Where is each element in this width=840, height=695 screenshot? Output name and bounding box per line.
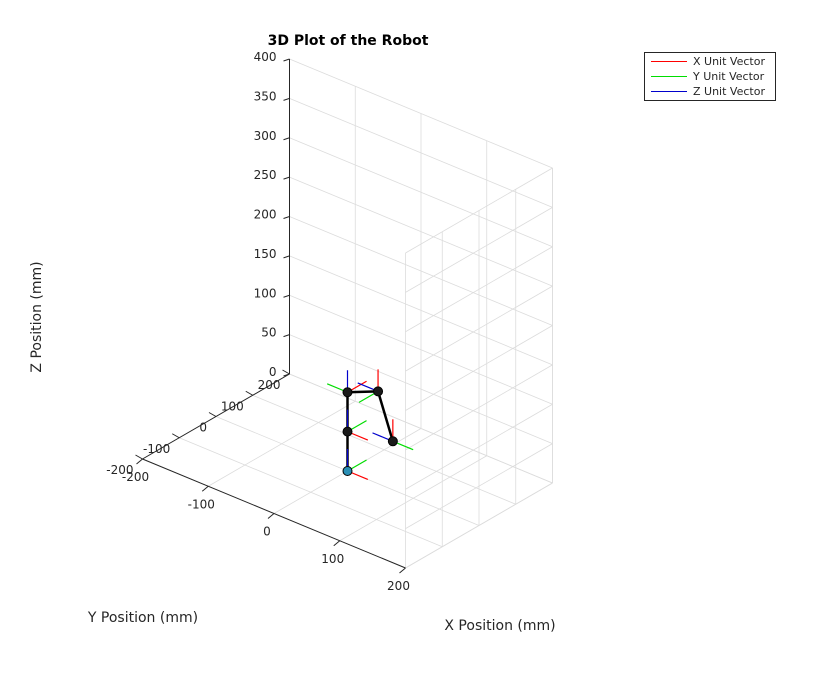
x-tick-mark — [399, 567, 406, 574]
legend-swatch-z — [651, 91, 687, 92]
z-tick-label: 400 — [254, 50, 277, 64]
grid-line-back-z — [289, 58, 553, 169]
y-tick-mark — [245, 390, 253, 396]
x-tick-mark — [136, 458, 143, 465]
robot-link — [347, 390, 379, 394]
robot-links — [346, 390, 395, 471]
x-tick-label: 0 — [263, 525, 271, 539]
grid-line-side-z — [405, 403, 553, 490]
y-tick-mark — [172, 433, 180, 439]
legend-label-x: X Unit Vector — [693, 55, 765, 68]
grid-lines — [142, 58, 553, 569]
grid-line-floor-y — [179, 437, 443, 548]
x-tick-label: -200 — [122, 470, 149, 484]
grid-line-back-z — [289, 216, 553, 326]
axes — [135, 58, 406, 574]
x-tick-label: 100 — [321, 552, 344, 566]
grid-line-side-z — [405, 443, 553, 529]
robot-joint — [342, 387, 353, 398]
y-tick-label: 200 — [258, 378, 281, 392]
x-tick-mark — [201, 485, 209, 492]
legend-label-y: Y Unit Vector — [693, 70, 765, 83]
y-tick-mark — [282, 369, 290, 375]
z-tick-mark — [283, 97, 290, 101]
grid-line-side-z — [405, 482, 553, 569]
z-tick-mark — [283, 58, 290, 62]
legend-label-z: Z Unit Vector — [693, 85, 765, 98]
y-axis-label: Y Position (mm) — [87, 610, 198, 626]
legend-swatch-y — [651, 76, 687, 77]
robot-base-joint — [342, 466, 353, 476]
y-tick-mark — [135, 454, 143, 460]
grid-line-back-z — [289, 255, 553, 366]
z-tick-mark — [283, 176, 290, 180]
grid-line-side-z — [405, 325, 553, 411]
legend-item-x: X Unit Vector — [645, 54, 775, 70]
z-tick-mark — [283, 294, 290, 298]
x-tick-mark — [267, 513, 275, 519]
z-tick-label: 100 — [254, 286, 277, 300]
grid-line-back-z — [289, 98, 553, 208]
z-tick-mark — [283, 216, 290, 219]
grid-line-side-z — [405, 246, 553, 333]
y-tick-label: 100 — [221, 399, 244, 413]
z-tick-mark — [283, 255, 290, 259]
y-tick-label: 0 — [199, 421, 207, 435]
grid-line-back-z — [289, 137, 553, 248]
legend-item-y: Y Unit Vector — [645, 69, 775, 85]
legend-item-z: Z Unit Vector — [645, 84, 775, 100]
chart-title: 3D Plot of the Robot — [268, 33, 429, 49]
grid-line-back-z — [289, 176, 553, 287]
grid-line-side-z — [405, 167, 553, 254]
legend-swatch-x — [651, 61, 687, 62]
z-tick-mark — [283, 373, 290, 377]
x-tick-label: 200 — [387, 579, 410, 593]
x-tick-mark — [333, 540, 341, 547]
robot-link — [376, 391, 395, 442]
grid-line-side-z — [405, 364, 553, 451]
grid-line-side-z — [405, 207, 553, 293]
z-axis-label: Z Position (mm) — [29, 261, 45, 372]
grid-line-floor-y — [252, 394, 516, 505]
robot-joint — [387, 436, 398, 447]
y-tick-label: -200 — [106, 463, 133, 477]
y-tick-mark — [208, 412, 217, 417]
tick-labels: -200-1000100200-200-10001002000501001502… — [106, 50, 410, 593]
grid-line-back-z — [289, 294, 553, 405]
robot-joint — [342, 426, 353, 437]
z-tick-label: 200 — [254, 208, 277, 222]
robot-joints — [342, 386, 398, 476]
z-tick-label: 250 — [254, 168, 277, 182]
z-tick-label: 150 — [254, 247, 277, 261]
grid-line-side-z — [405, 285, 553, 372]
z-tick-mark — [283, 334, 290, 338]
grid-line-back-z — [289, 334, 553, 444]
x-tick-label: -100 — [188, 497, 215, 511]
legend: X Unit Vector Y Unit Vector Z Unit Vecto… — [644, 52, 776, 101]
z-tick-label: 50 — [261, 326, 276, 340]
z-tick-label: 300 — [254, 129, 277, 143]
z-tick-mark — [283, 137, 290, 141]
unit-vectors — [326, 369, 414, 480]
x-axis-label: X Position (mm) — [444, 618, 555, 634]
grid-line-back-z — [289, 373, 553, 484]
robot-joint — [373, 386, 384, 397]
z-tick-label: 350 — [254, 89, 277, 103]
z-tick-label: 0 — [269, 365, 277, 379]
y-tick-label: -100 — [143, 442, 170, 456]
